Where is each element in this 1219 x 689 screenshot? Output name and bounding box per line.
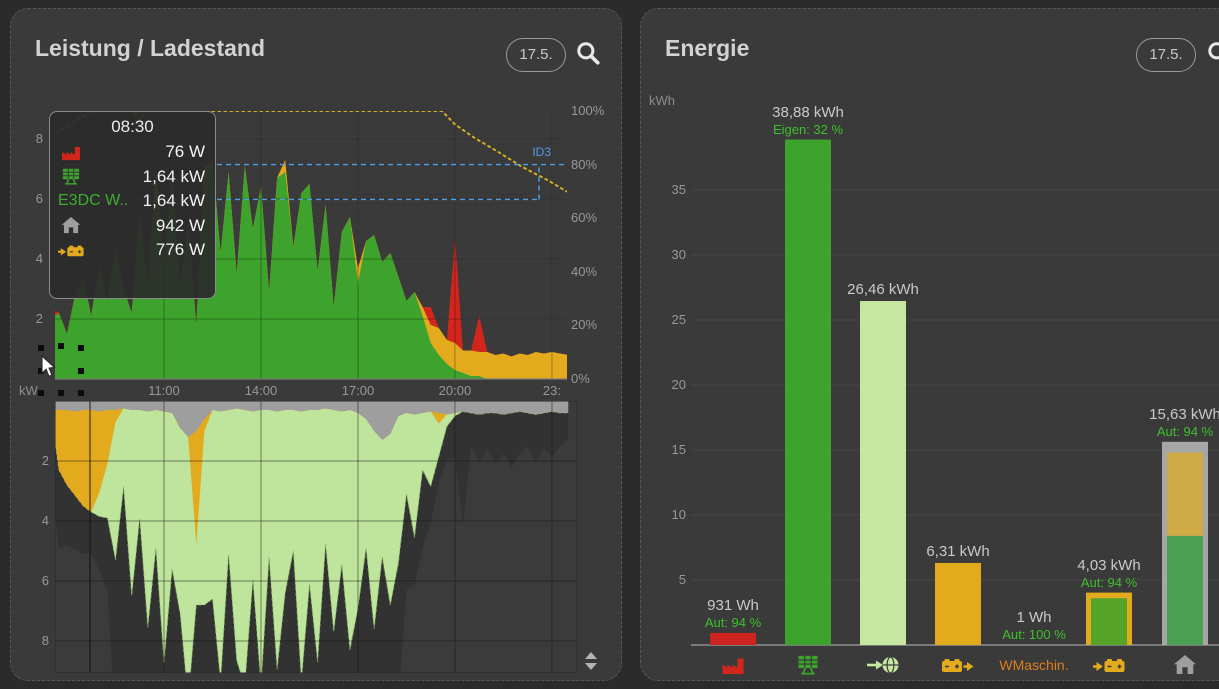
resize-sort-icon[interactable] xyxy=(583,651,599,671)
y-axis-tick-pct: 20% xyxy=(571,317,598,333)
factory-icon xyxy=(58,144,84,161)
y-axis-tick-kw: 2 xyxy=(41,453,49,468)
chart-tooltip: 08:30 76 W 1,64 kW E3DC W.. 1,64 kW 942 W 776… xyxy=(49,111,216,299)
zoom-search-icon[interactable] xyxy=(575,40,601,66)
energy-panel: Energie 17.5. kWh 35 30 25 20 15 10 5 931 Wh Aut… xyxy=(640,8,1219,681)
power-and-load-chart[interactable] xyxy=(11,9,623,682)
tooltip-row: 1,64 kW xyxy=(50,165,215,190)
tooltip-series-label: E3DC W.. xyxy=(58,192,129,210)
y-axis-tick-kw: 6 xyxy=(35,191,43,206)
y-axis-tick: 5 xyxy=(678,572,686,587)
panel-title: Energie xyxy=(665,35,750,61)
bar-value-label: 1 Wh xyxy=(1016,608,1052,626)
bar-value-label: 6,31 kWh xyxy=(926,542,990,560)
y-axis-unit: kWh xyxy=(649,93,675,108)
tooltip-value: 76 W xyxy=(165,142,205,162)
tooltip-value: 776 W xyxy=(155,240,205,260)
y-axis-tick: 15 xyxy=(671,442,686,457)
selection-handle[interactable] xyxy=(58,390,64,396)
selection-handle[interactable] xyxy=(38,368,44,374)
selection-handle[interactable] xyxy=(38,345,44,351)
energy-bar-chart[interactable] xyxy=(641,9,1219,682)
y-axis-unit: kW xyxy=(19,383,38,398)
x-axis-tick-time: 14:00 xyxy=(244,383,278,398)
bar-sub-label: Eigen: 32 % xyxy=(772,121,844,137)
selection-handle[interactable] xyxy=(78,368,84,374)
bar-value-label: 4,03 kWh xyxy=(1077,556,1141,574)
battery-out-icon xyxy=(942,655,974,675)
y-axis-tick-kw: 8 xyxy=(35,131,43,146)
solar-panel-icon xyxy=(792,655,824,675)
solar-panel-icon xyxy=(58,168,84,185)
bar-value-label: 26,46 kWh xyxy=(847,281,919,299)
tooltip-value: 942 W xyxy=(155,215,205,235)
tooltip-row: 942 W xyxy=(50,214,215,239)
y-axis-tick-pct: 80% xyxy=(571,156,598,172)
date-button[interactable]: 17.5. xyxy=(506,38,566,72)
load-chart xyxy=(55,401,577,673)
y-axis-tick-kw: 2 xyxy=(35,311,43,326)
washing-machine-label: WMaschin. xyxy=(999,657,1069,673)
selection-handle[interactable] xyxy=(58,343,64,349)
bar-solar-production[interactable] xyxy=(785,139,831,645)
bar-sub-label: Aut: 94 % xyxy=(1156,423,1214,439)
battery-charge-area xyxy=(55,401,569,545)
bar-value-label: 38,88 kWh xyxy=(772,103,844,121)
house-icon xyxy=(58,217,84,234)
y-axis-tick-pct: 60% xyxy=(571,210,598,226)
tooltip-row: 76 W xyxy=(50,140,215,165)
selection-handle[interactable] xyxy=(78,390,84,396)
mouse-cursor xyxy=(40,354,56,379)
factory-icon xyxy=(717,655,749,675)
bar-grid-import[interactable] xyxy=(710,632,756,645)
y-axis-tick-kw: 4 xyxy=(41,513,49,528)
y-axis-tick: 20 xyxy=(671,377,686,392)
battery-in-icon xyxy=(1093,655,1125,675)
y-axis-tick-pct: 0% xyxy=(571,371,590,386)
ev-soc-line-label: ID3 xyxy=(532,145,551,159)
power-soc-panel: Leistung / Ladestand 17.5. 8 6 4 2 100% 80% 60… xyxy=(10,8,622,681)
zoom-search-icon[interactable] xyxy=(1206,40,1219,66)
y-axis-tick-pct: 40% xyxy=(571,263,598,279)
bar-sub-label: Aut: 100 % xyxy=(1002,626,1066,642)
selection-handle[interactable] xyxy=(38,390,44,396)
y-axis-tick: 25 xyxy=(671,312,686,327)
panel-title: Leistung / Ladestand xyxy=(35,35,266,61)
date-button[interactable]: 17.5. xyxy=(1136,38,1196,72)
bar-sub-label: Aut: 94 % xyxy=(1080,574,1138,590)
y-axis-tick: 30 xyxy=(671,247,686,262)
y-axis-tick-kw: 6 xyxy=(41,573,49,588)
y-axis-tick: 10 xyxy=(671,507,686,522)
y-axis-tick: 35 xyxy=(671,182,686,197)
tooltip-row: E3DC W.. 1,64 kW xyxy=(50,189,215,214)
x-axis-tick-time: 23: xyxy=(542,383,561,398)
tooltip-time: 08:30 xyxy=(111,117,154,136)
tooltip-row: 776 W xyxy=(50,238,215,263)
y-axis-tick-pct: 100% xyxy=(571,103,605,118)
selection-handle[interactable] xyxy=(78,345,84,351)
house-icon xyxy=(1169,655,1201,675)
bar-value-label: 931 Wh xyxy=(707,596,759,614)
bar-battery-discharge[interactable] xyxy=(935,562,981,645)
misc-consumption-area xyxy=(55,401,569,440)
y-axis-tick-kw: 8 xyxy=(41,633,49,648)
grid-export-area xyxy=(55,401,569,673)
y-axis-tick-kw: 4 xyxy=(35,251,43,266)
bar-value-label: 15,63 kWh xyxy=(1149,405,1219,423)
bar-grid-export[interactable] xyxy=(860,301,906,645)
tooltip-value: 1,64 kW xyxy=(142,191,205,211)
bar-sub-label: Aut: 94 % xyxy=(704,614,762,630)
x-axis-tick-time: 20:00 xyxy=(438,383,472,398)
globe-export-icon xyxy=(867,655,899,675)
x-axis-tick-time: 17:00 xyxy=(341,383,375,398)
x-axis-tick-time: 11:00 xyxy=(148,383,180,398)
solar-production-area xyxy=(55,160,567,379)
battery-in-icon xyxy=(58,242,84,259)
tooltip-value: 1,64 kW xyxy=(142,166,205,186)
